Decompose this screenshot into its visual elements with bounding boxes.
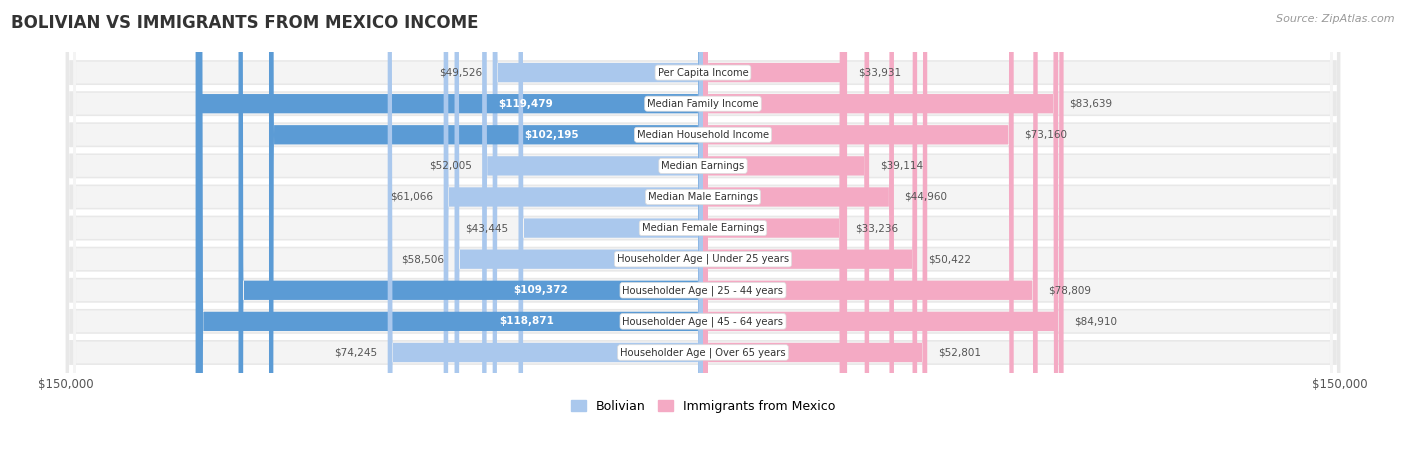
FancyBboxPatch shape: [66, 0, 1340, 467]
FancyBboxPatch shape: [703, 0, 1059, 467]
FancyBboxPatch shape: [269, 0, 703, 467]
Text: Median Male Earnings: Median Male Earnings: [648, 192, 758, 202]
FancyBboxPatch shape: [519, 0, 703, 467]
FancyBboxPatch shape: [73, 0, 1333, 467]
Text: BOLIVIAN VS IMMIGRANTS FROM MEXICO INCOME: BOLIVIAN VS IMMIGRANTS FROM MEXICO INCOM…: [11, 14, 479, 32]
FancyBboxPatch shape: [66, 0, 1340, 467]
FancyBboxPatch shape: [66, 0, 1340, 467]
Text: $33,931: $33,931: [858, 68, 901, 78]
FancyBboxPatch shape: [703, 0, 1063, 467]
Text: $58,506: $58,506: [401, 254, 444, 264]
FancyBboxPatch shape: [66, 0, 1340, 467]
FancyBboxPatch shape: [66, 0, 1340, 467]
Text: $84,910: $84,910: [1074, 316, 1118, 326]
Text: Source: ZipAtlas.com: Source: ZipAtlas.com: [1277, 14, 1395, 24]
FancyBboxPatch shape: [73, 0, 1333, 467]
FancyBboxPatch shape: [66, 0, 1340, 467]
FancyBboxPatch shape: [454, 0, 703, 467]
Text: $78,809: $78,809: [1049, 285, 1091, 295]
FancyBboxPatch shape: [73, 0, 1333, 467]
FancyBboxPatch shape: [73, 0, 1333, 467]
Text: Householder Age | Over 65 years: Householder Age | Over 65 years: [620, 347, 786, 358]
FancyBboxPatch shape: [388, 0, 703, 467]
FancyBboxPatch shape: [239, 0, 703, 467]
FancyBboxPatch shape: [198, 0, 703, 467]
FancyBboxPatch shape: [703, 0, 1038, 467]
FancyBboxPatch shape: [703, 0, 917, 467]
Legend: Bolivian, Immigrants from Mexico: Bolivian, Immigrants from Mexico: [565, 395, 841, 417]
Text: $49,526: $49,526: [439, 68, 482, 78]
FancyBboxPatch shape: [703, 0, 927, 467]
FancyBboxPatch shape: [703, 0, 1014, 467]
Text: Householder Age | Under 25 years: Householder Age | Under 25 years: [617, 254, 789, 264]
FancyBboxPatch shape: [444, 0, 703, 467]
FancyBboxPatch shape: [703, 0, 869, 467]
Text: Householder Age | 45 - 64 years: Householder Age | 45 - 64 years: [623, 316, 783, 326]
Text: $33,236: $33,236: [855, 223, 898, 233]
Text: $73,160: $73,160: [1025, 130, 1067, 140]
Text: $83,639: $83,639: [1069, 99, 1112, 109]
FancyBboxPatch shape: [66, 0, 1340, 467]
Text: $50,422: $50,422: [928, 254, 970, 264]
Text: $118,871: $118,871: [499, 316, 554, 326]
Text: $119,479: $119,479: [498, 99, 553, 109]
Text: Median Household Income: Median Household Income: [637, 130, 769, 140]
Text: Householder Age | 25 - 44 years: Householder Age | 25 - 44 years: [623, 285, 783, 296]
Text: $44,960: $44,960: [904, 192, 948, 202]
FancyBboxPatch shape: [73, 0, 1333, 467]
Text: $52,801: $52,801: [938, 347, 981, 357]
FancyBboxPatch shape: [66, 0, 1340, 467]
Text: $43,445: $43,445: [465, 223, 508, 233]
Text: $52,005: $52,005: [429, 161, 471, 171]
Text: $109,372: $109,372: [513, 285, 568, 295]
FancyBboxPatch shape: [703, 0, 894, 467]
FancyBboxPatch shape: [703, 0, 844, 467]
FancyBboxPatch shape: [73, 0, 1333, 467]
FancyBboxPatch shape: [73, 0, 1333, 467]
FancyBboxPatch shape: [73, 0, 1333, 467]
FancyBboxPatch shape: [73, 0, 1333, 467]
FancyBboxPatch shape: [492, 0, 703, 467]
Text: Median Family Income: Median Family Income: [647, 99, 759, 109]
Text: $102,195: $102,195: [524, 130, 578, 140]
Text: Median Earnings: Median Earnings: [661, 161, 745, 171]
FancyBboxPatch shape: [195, 0, 703, 467]
Text: $39,114: $39,114: [880, 161, 922, 171]
FancyBboxPatch shape: [66, 0, 1340, 467]
Text: Per Capita Income: Per Capita Income: [658, 68, 748, 78]
Text: $74,245: $74,245: [335, 347, 377, 357]
FancyBboxPatch shape: [66, 0, 1340, 467]
FancyBboxPatch shape: [703, 0, 846, 467]
FancyBboxPatch shape: [73, 0, 1333, 467]
FancyBboxPatch shape: [482, 0, 703, 467]
Text: Median Female Earnings: Median Female Earnings: [641, 223, 765, 233]
Text: $61,066: $61,066: [389, 192, 433, 202]
